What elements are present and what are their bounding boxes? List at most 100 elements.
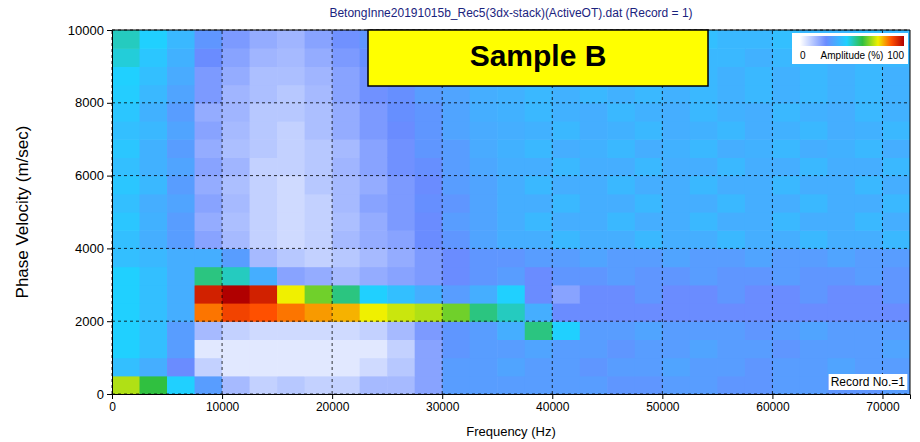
heatmap-cell [580,267,608,286]
heatmap-cell [442,85,470,104]
heatmap-cell [305,285,333,304]
y-tick-mark [107,103,112,104]
heatmap-cell [332,267,360,286]
heatmap-cell [332,212,360,231]
heatmap-cell [360,358,388,377]
heatmap-cell [882,85,910,104]
heatmap-cell [277,376,305,394]
heatmap-cell [222,66,250,85]
x-tick-mark [662,394,663,399]
heatmap-cell [167,339,195,358]
heatmap-cell [745,376,773,394]
y-grid-line [112,102,910,103]
heatmap-cell [827,85,855,104]
heatmap-cell [827,103,855,122]
heatmap-cell [305,358,333,377]
heatmap-cell [607,285,635,304]
heatmap-cell [360,267,388,286]
heatmap-cell [525,321,553,340]
heatmap-cell [305,85,333,104]
heatmap-cell [222,358,250,377]
heatmap-cell [470,321,498,340]
heatmap-cell [745,194,773,213]
heatmap-cell [305,267,333,286]
heatmap-cell [387,303,415,322]
heatmap-cell [580,230,608,249]
heatmap-cell [745,212,773,231]
y-grid-line [112,248,910,249]
frame-right [910,30,911,394]
record-label-background [829,374,908,390]
heatmap-cell [305,139,333,158]
heatmap-cell [772,103,800,122]
heatmap-cell [360,230,388,249]
heatmap-cell [167,121,195,140]
heatmap-cell [855,248,883,267]
heatmap-cell [497,285,525,304]
heatmap-cell [250,103,278,122]
heatmap-cell [470,194,498,213]
heatmap-cell [140,303,168,322]
heatmap-cell [360,285,388,304]
heatmap-cell [552,339,580,358]
heatmap-cell [222,248,250,267]
heatmap-cell [250,66,278,85]
y-axis-title: Phase Velocity (m/sec) [13,126,32,299]
heatmap-cell [662,157,690,176]
heatmap-cell [580,358,608,377]
heatmap-cell [827,66,855,85]
heatmap-cell [662,212,690,231]
heatmap-cell [415,321,443,340]
x-grid-line [772,30,773,394]
x-tick: 20000 [316,394,350,414]
heatmap-cell [772,267,800,286]
y-tick: 10000 [68,23,112,38]
heatmap-cell [800,212,828,231]
heatmap-cell [525,376,553,394]
y-tick-mark [107,30,112,31]
heatmap-cell [662,248,690,267]
color-bar-label: Amplitude (%) [821,50,884,61]
heatmap-cell [470,85,498,104]
heatmap-cell [827,267,855,286]
heatmap-cell [112,121,140,140]
heatmap-cell [167,85,195,104]
heatmap-cell [140,321,168,340]
x-tick-mark [772,394,773,399]
heatmap-cell [140,176,168,195]
heatmap-cell [662,303,690,322]
heatmap-cell [580,121,608,140]
heatmap-cell [607,230,635,249]
heatmap-cell [882,176,910,195]
heatmap-cell [580,248,608,267]
heatmap-cell [167,230,195,249]
heatmap-cell [360,157,388,176]
heatmap-cell [525,358,553,377]
heatmap-cell [112,85,140,104]
heatmap-cell [882,285,910,304]
heatmap-cell [140,85,168,104]
heatmap-cell [387,121,415,140]
heatmap-cell [525,194,553,213]
heatmap-cell [552,248,580,267]
heatmap-cell [387,321,415,340]
grid [112,30,910,394]
heatmap-cell [772,230,800,249]
heatmap-cell [827,139,855,158]
heatmap-cell [690,139,718,158]
heatmap-cell [167,139,195,158]
heatmap-cell [140,248,168,267]
heatmap-cell [800,66,828,85]
heatmap-cell [525,121,553,140]
chart-container: 0100002000030000400005000060000700000200… [0,0,920,442]
heatmap-cell [855,66,883,85]
heatmap-cell [855,103,883,122]
heatmap-cell [360,339,388,358]
y-tick: 2000 [75,314,112,329]
x-tick-mark [882,394,883,399]
heatmap-cell [525,285,553,304]
heatmap-cell [662,103,690,122]
heatmap-cell [635,139,663,158]
heatmap-cell [442,194,470,213]
heatmap-cell [415,358,443,377]
